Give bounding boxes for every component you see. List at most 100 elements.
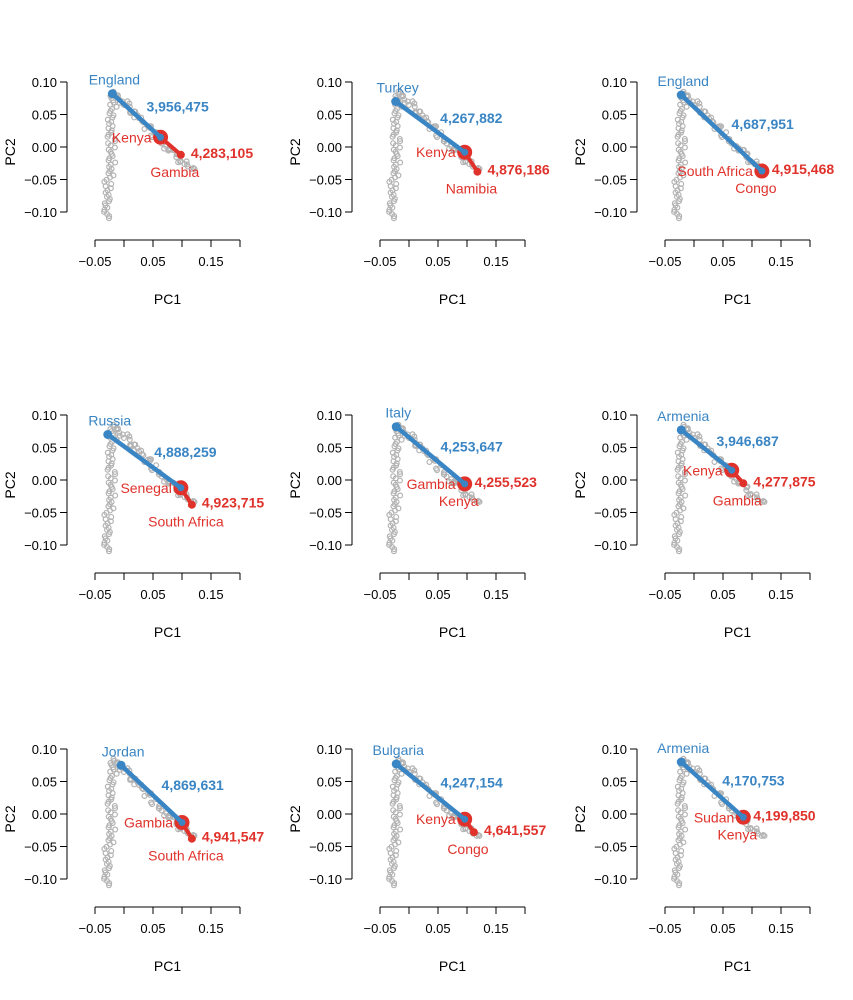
x-tick-label: 0.15: [768, 254, 793, 269]
sample-point: [106, 880, 113, 887]
mid-blue-point: [461, 815, 469, 823]
blue-trajectory-line: [393, 424, 467, 487]
mid-count-label: 3,946,687: [716, 433, 778, 449]
sample-point: [389, 466, 396, 473]
mid-blue-point: [461, 480, 469, 488]
mid-label: Gambia: [124, 814, 173, 830]
sample-point: [396, 468, 403, 475]
sample-point: [105, 882, 112, 889]
sample-point: [111, 144, 118, 151]
y-tick-label: −0.10: [24, 872, 57, 887]
x-tick-label: 0.15: [198, 921, 223, 936]
dest-point: [187, 834, 196, 843]
source-point: [676, 90, 686, 100]
dest-count-label: 4,255,523: [475, 474, 537, 490]
sample-point: [411, 767, 418, 774]
sample-point: [397, 138, 404, 145]
sample-point: [475, 498, 482, 505]
sample-point: [141, 125, 148, 132]
sample-point: [674, 466, 681, 473]
sample-point: [112, 138, 119, 145]
sample-point: [676, 880, 683, 887]
mid-label: South Africa: [677, 163, 753, 179]
x-axis-title: PC1: [154, 958, 181, 974]
sample-point: [416, 108, 423, 115]
sample-point: [681, 135, 688, 142]
sample-point: [398, 770, 405, 777]
y-tick-label: −0.10: [594, 538, 627, 553]
y-axis-title: PC2: [287, 805, 303, 832]
dest-label: Gambia: [150, 164, 199, 180]
y-tick-label: 0.05: [32, 108, 57, 123]
dest-label: Kenya: [717, 826, 757, 842]
mid-blue-point: [758, 167, 766, 175]
y-tick-label: 0.00: [602, 473, 627, 488]
mid-count-label: 4,267,882: [440, 110, 502, 126]
blue-trajectory-line: [678, 759, 746, 820]
sample-point: [106, 213, 113, 220]
sample-point: [683, 436, 690, 443]
pca-panel-8: 0.10 0.05 0.00 −0.05 −0.10 PC2 −0.05 0.05 0.15 PC…: [287, 742, 546, 974]
sample-point: [113, 426, 120, 433]
x-axis-title: PC1: [724, 291, 751, 307]
dest-point: [739, 479, 748, 488]
x-tick-label: 0.15: [198, 254, 223, 269]
y-tick-label: 0.10: [32, 408, 57, 423]
sample-point: [683, 770, 690, 777]
sample-point: [397, 471, 404, 478]
y-tick-label: 0.10: [602, 75, 627, 90]
x-axis-title: PC1: [154, 624, 181, 640]
sample-point: [397, 805, 404, 812]
dest-label: Congo: [735, 180, 776, 196]
sample-point: [760, 498, 767, 505]
x-tick-label: 0.05: [710, 587, 735, 602]
y-tick-label: −0.05: [309, 840, 342, 855]
source-point: [391, 97, 401, 106]
sample-point: [681, 144, 688, 151]
sample-point: [443, 473, 450, 480]
dest-label: Namibia: [446, 181, 498, 197]
sample-point: [681, 802, 688, 809]
dest-count-label: 4,923,715: [202, 495, 264, 511]
sample-point: [396, 802, 403, 809]
x-tick-label: −0.05: [364, 587, 397, 602]
sample-point: [674, 800, 681, 807]
sample-point: [696, 767, 703, 774]
pca-panel-4: 0.10 0.05 0.00 −0.05 −0.10 PC2 −0.05 0.05 0.15 PC…: [2, 408, 264, 640]
source-label: Russia: [88, 413, 131, 429]
x-tick-label: −0.05: [649, 587, 682, 602]
source-label: Jordan: [102, 743, 145, 759]
y-tick-label: 0.10: [602, 408, 627, 423]
sample-point: [398, 93, 405, 100]
source-point: [676, 757, 686, 767]
sample-point: [674, 133, 681, 140]
y-axis-title: PC2: [287, 471, 303, 498]
y-tick-label: 0.05: [317, 775, 342, 790]
sample-point: [126, 436, 133, 443]
x-tick-label: 0.05: [425, 254, 450, 269]
mid-count-label: 4,253,647: [440, 438, 502, 454]
y-tick-label: −0.05: [594, 506, 627, 521]
x-axis-title: PC1: [439, 624, 466, 640]
sample-point: [104, 133, 111, 140]
y-tick-label: 0.10: [317, 75, 342, 90]
blue-trajectory-line: [393, 99, 467, 155]
sample-point: [126, 433, 133, 440]
sample-point: [390, 548, 397, 555]
sample-point: [405, 101, 412, 108]
pca-panel-7: 0.10 0.05 0.00 −0.05 −0.10 PC2 −0.05 0.05 0.15 PC…: [2, 742, 264, 974]
y-tick-label: 0.00: [32, 473, 57, 488]
x-tick-label: 0.05: [710, 921, 735, 936]
dest-point: [469, 828, 478, 837]
pca-panel-5: 0.10 0.05 0.00 −0.05 −0.10 PC2 −0.05 0.05 0.15 PC…: [287, 405, 537, 640]
sample-point: [140, 452, 147, 459]
dest-count-label: 4,641,557: [484, 822, 546, 838]
sample-point: [682, 471, 689, 478]
y-tick-label: 0.10: [317, 408, 342, 423]
y-tick-label: −0.10: [594, 205, 627, 220]
y-tick-label: 0.00: [32, 807, 57, 822]
x-axis-title: PC1: [724, 958, 751, 974]
y-tick-label: −0.05: [594, 840, 627, 855]
sample-point: [754, 494, 761, 501]
sample-point: [112, 805, 119, 812]
